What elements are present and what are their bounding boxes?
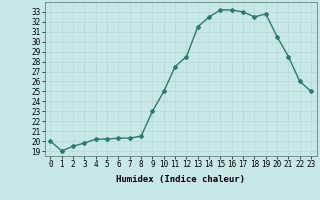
X-axis label: Humidex (Indice chaleur): Humidex (Indice chaleur) — [116, 175, 245, 184]
